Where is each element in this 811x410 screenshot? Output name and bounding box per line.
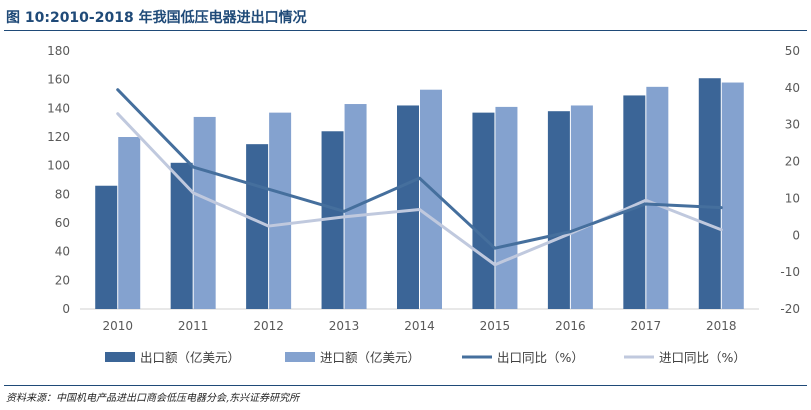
bar-import-2016 — [570, 105, 593, 309]
source-note: 资料来源：中国机电产品进出口商会低压电器分会,东兴证券研究所 — [6, 393, 300, 404]
x-tick-label: 2016 — [555, 319, 586, 333]
chart-title: 图 10:2010-2018 年我国低压电器进出口情况 — [6, 10, 307, 26]
y-axis-right: -20 -10 0 10 20 30 40 50 — [780, 44, 800, 316]
bar-import-2018 — [721, 82, 744, 310]
footer-divider — [4, 385, 807, 386]
lines-group — [116, 88, 723, 267]
bar-export-2010 — [95, 185, 118, 309]
bar-export-2018 — [698, 78, 721, 309]
x-tick-label: 2012 — [253, 319, 284, 333]
x-axis: 2010 2011 2012 2013 2014 2015 2016 2017 2018 — [102, 319, 736, 333]
x-tick-label: 2015 — [480, 319, 511, 333]
x-tick-label: 2011 — [178, 319, 209, 333]
bar-export-2012 — [246, 144, 269, 309]
y-left-tick-label: 80 — [55, 187, 70, 201]
bar-export-2016 — [547, 111, 570, 309]
y-left-tick-label: 40 — [55, 245, 70, 259]
y-right-tick-label: 20 — [785, 155, 800, 169]
bar-import-2011 — [193, 116, 216, 309]
y-left-tick-label: 100 — [47, 159, 70, 173]
y-right-tick-label: 30 — [785, 118, 800, 132]
x-tick-label: 2018 — [706, 319, 737, 333]
y-left-tick-label: 20 — [55, 273, 70, 287]
line-export-yoy — [116, 88, 723, 250]
y-right-tick-label: 0 — [792, 228, 800, 242]
y-left-tick-label: 0 — [62, 302, 70, 316]
y-right-tick-label: 50 — [785, 44, 800, 58]
y-right-tick-label: -10 — [780, 265, 800, 279]
x-tick-label: 2014 — [404, 319, 435, 333]
bar-export-2014 — [397, 105, 419, 309]
bar-import-2017 — [646, 86, 669, 309]
x-tick-label: 2013 — [329, 319, 360, 333]
bar-export-2015 — [472, 112, 495, 309]
legend-label-export-yoy: 出口同比（%） — [497, 350, 584, 365]
y-axis-left: 0 20 40 60 80 100 120 140 160 180 — [47, 44, 70, 316]
legend-label-import-yoy: 进口同比（%） — [659, 350, 746, 365]
legend: 出口额（亿美元） 进口额（亿美元） 出口同比（%） 进口同比（%） — [105, 350, 746, 365]
y-left-tick-label: 140 — [47, 101, 70, 115]
y-right-tick-label: -20 — [780, 302, 800, 316]
chart-canvas: 0 20 40 60 80 100 120 140 160 180 -20 -10 0 10 20 30 40… — [47, 44, 800, 365]
line-import-yoy — [116, 112, 723, 267]
y-left-tick-label: 180 — [47, 44, 70, 58]
bar-export-2013 — [321, 131, 344, 309]
legend-swatch-import-amount — [285, 352, 315, 362]
y-right-tick-label: 10 — [785, 191, 800, 205]
bar-import-2010 — [118, 137, 141, 309]
y-left-tick-label: 160 — [47, 73, 70, 87]
bar-import-2012 — [269, 112, 292, 309]
legend-swatch-export-amount — [105, 352, 135, 362]
y-left-tick-label: 120 — [47, 130, 70, 144]
x-tick-label: 2010 — [102, 319, 133, 333]
bar-import-2015 — [495, 106, 518, 310]
title-divider — [4, 30, 807, 31]
bar-export-2011 — [170, 162, 193, 309]
y-left-tick-label: 60 — [55, 216, 70, 230]
bar-import-2014 — [420, 89, 442, 309]
legend-label-import-amount: 进口额（亿美元） — [320, 350, 420, 365]
bar-export-2017 — [623, 95, 646, 309]
x-tick-label: 2017 — [631, 319, 662, 333]
legend-label-export-amount: 出口额（亿美元） — [140, 350, 240, 365]
y-right-tick-label: 40 — [785, 81, 800, 95]
